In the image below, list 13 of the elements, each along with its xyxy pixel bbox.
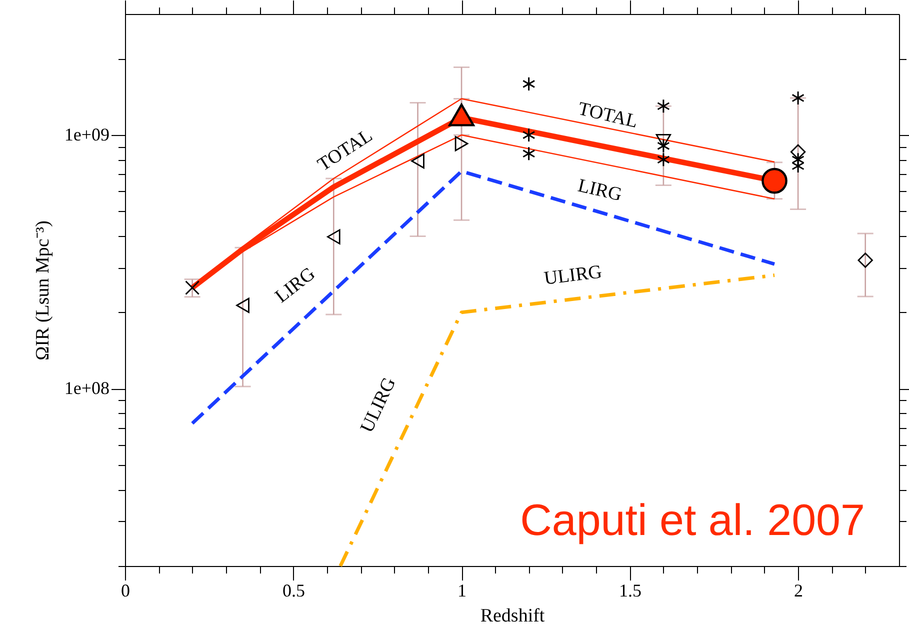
x-tick-label: 1 xyxy=(458,580,467,600)
annotation: LIRG xyxy=(576,175,624,206)
x-tick-label: 2 xyxy=(794,580,804,600)
annotation: TOTAL xyxy=(576,98,640,133)
y-tick-label: 1e+09 xyxy=(64,124,110,145)
x-tick-label: 0 xyxy=(121,580,130,600)
annotation: ULIRG xyxy=(542,262,604,290)
x-tick-label: 0.5 xyxy=(282,580,306,600)
y-tick-label: 1e+08 xyxy=(64,378,110,398)
y-axis-title: ΩIR (Lsun Mpc⁻³) xyxy=(32,220,54,360)
annotation: Caputi et al. 2007 xyxy=(520,496,865,545)
x-axis-title: Redshift xyxy=(480,606,546,626)
x-tick-label: 1.5 xyxy=(619,580,642,600)
